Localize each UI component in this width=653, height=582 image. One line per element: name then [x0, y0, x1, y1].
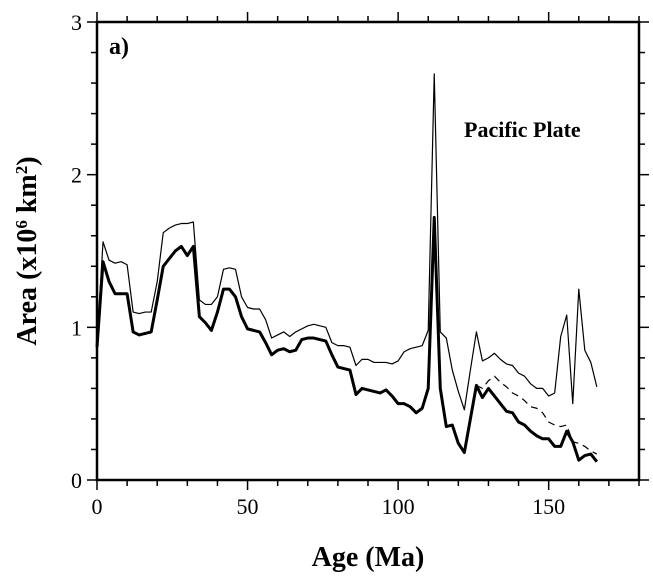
- x-tick-label: 100: [382, 494, 415, 519]
- series-line-dashed: [476, 375, 598, 455]
- y-tick-label: 3: [71, 10, 82, 35]
- x-tick-label: 0: [92, 494, 103, 519]
- ticks-layer: 0 50 100 150 0 1 2 3: [71, 10, 649, 519]
- y-tick-label: 0: [71, 468, 82, 493]
- x-axis-title: Age (Ma): [312, 542, 425, 573]
- series-line-thick: [95, 215, 599, 463]
- series-line-thin: [96, 73, 598, 411]
- y-axis-title-end: ): [12, 156, 43, 165]
- series-layer: [95, 73, 599, 463]
- y-axis-title-exp2: 2: [12, 166, 31, 175]
- y-tick-label: 1: [71, 315, 82, 340]
- x-tick-label: 50: [237, 494, 259, 519]
- x-tick-label: 150: [532, 494, 565, 519]
- plot-frame: [95, 20, 641, 482]
- y-axis-title: Area (x106 km2): [12, 156, 44, 345]
- y-axis-title-exp1: 6: [12, 220, 31, 229]
- panel-label: a): [109, 34, 129, 60]
- plate-annotation: Pacific Plate: [464, 117, 581, 142]
- y-axis-title-main: Area (x10: [12, 229, 43, 346]
- y-axis-title-mid: km: [12, 174, 43, 220]
- y-tick-label: 2: [71, 163, 82, 188]
